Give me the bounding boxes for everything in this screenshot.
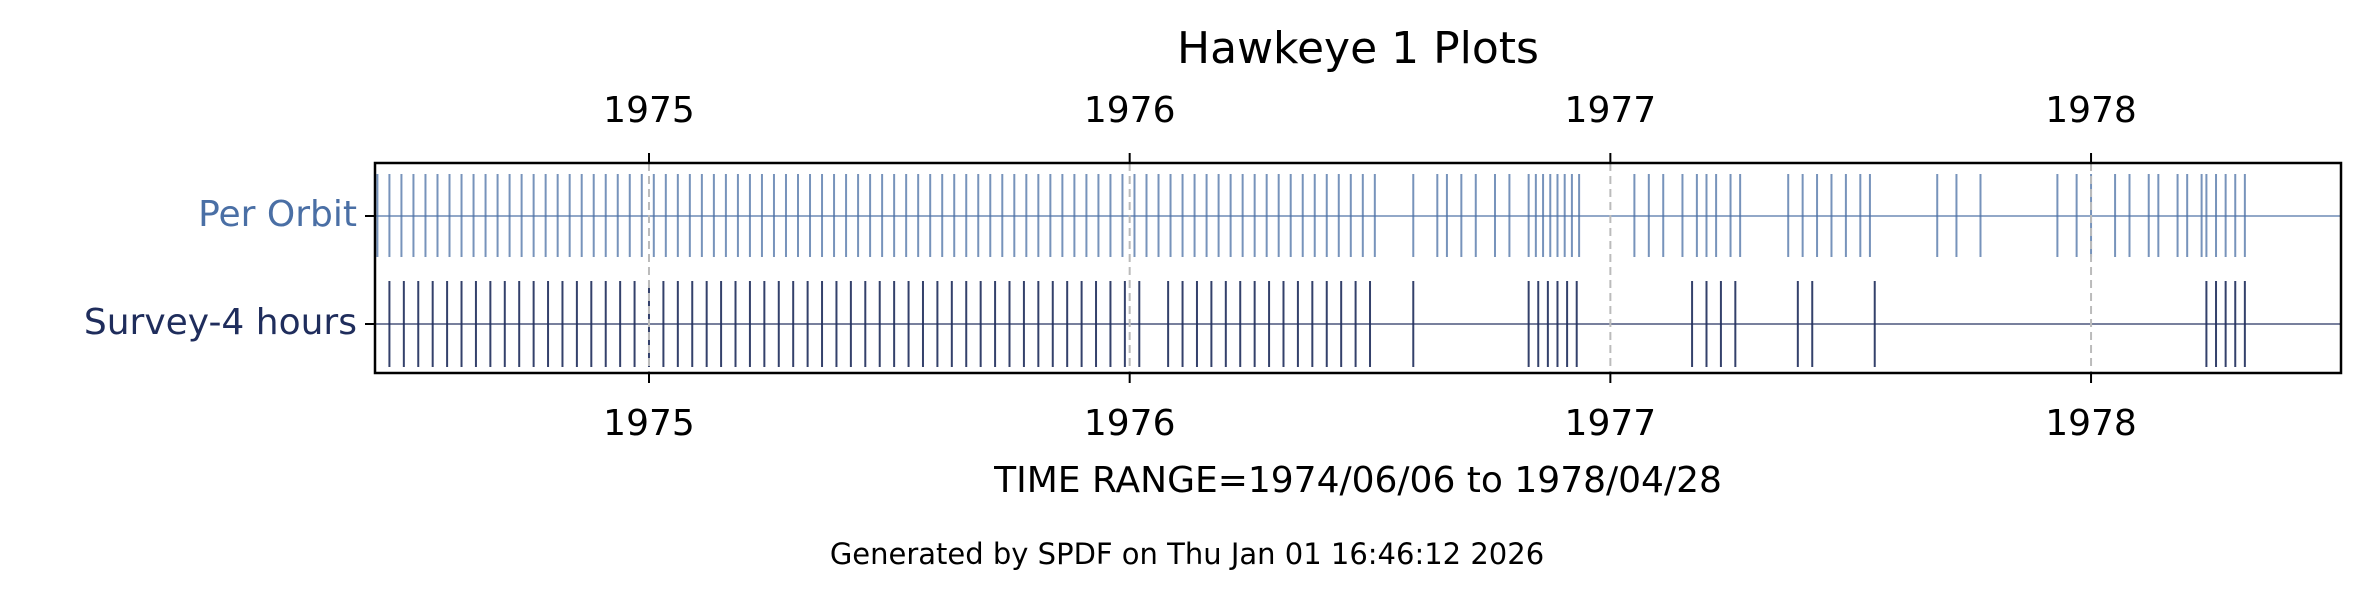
- x-axis-label: TIME RANGE=1974/06/06 to 1978/04/28: [993, 460, 1722, 501]
- x-tick-label-bottom: 1976: [1084, 403, 1176, 444]
- row-label: Per Orbit: [198, 194, 357, 235]
- row-label: Survey-4 hours: [84, 302, 357, 343]
- x-tick-label-bottom: 1977: [1565, 403, 1657, 444]
- x-tick-label-bottom: 1978: [2045, 403, 2137, 444]
- x-tick-label-bottom: 1975: [603, 403, 695, 444]
- x-tick-label-top: 1976: [1084, 90, 1176, 131]
- footer: Generated by SPDF on Thu Jan 01 16:46:12…: [830, 537, 1544, 571]
- chart-title: Hawkeye 1 Plots: [1177, 23, 1539, 74]
- x-tick-label-top: 1975: [603, 90, 695, 131]
- x-tick-label-top: 1978: [2045, 90, 2137, 131]
- x-tick-label-top: 1977: [1565, 90, 1657, 131]
- plot-frame: [373, 161, 2343, 375]
